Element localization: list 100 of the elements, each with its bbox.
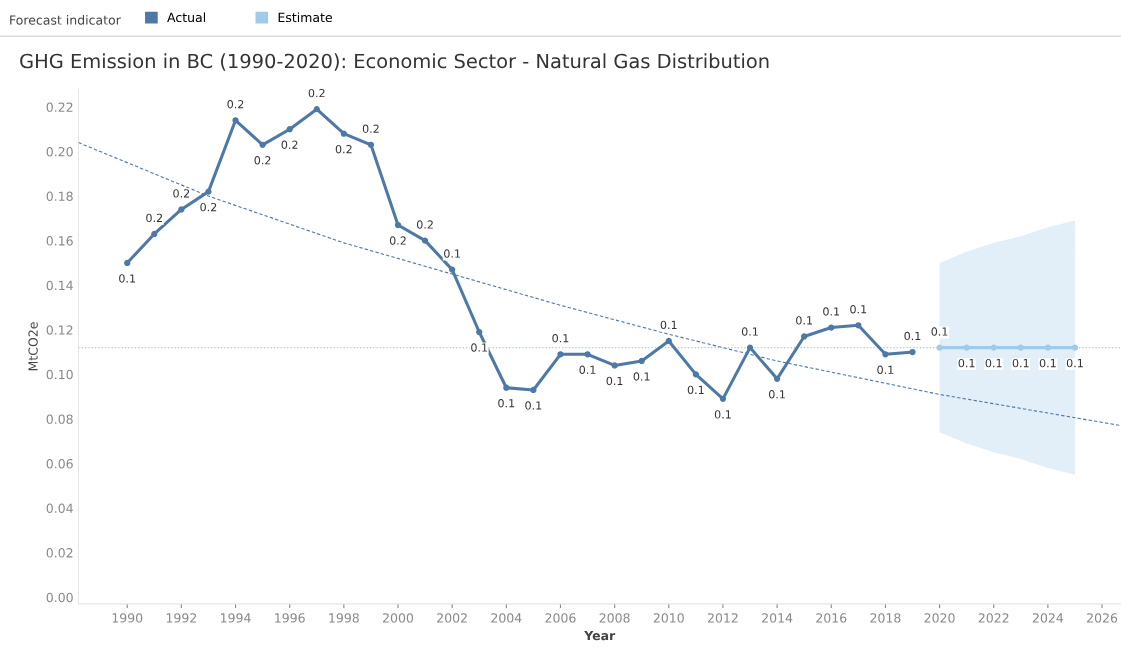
point [178,206,185,213]
point [259,141,266,148]
x-tick-label: 2024 [1032,613,1064,623]
point [638,357,645,365]
x-tick-label: 2012 [707,613,738,623]
y-tick-label: 0.00 [46,592,73,603]
point [746,344,754,351]
data-label: 0.1 [904,331,921,341]
data-label: 0.1 [552,334,569,343]
point [882,351,889,358]
point [394,221,402,229]
data-label: 0.2 [254,156,271,165]
point [909,348,916,356]
x-tick-label: 2006 [545,613,576,623]
data-label: 0.1 [958,358,975,368]
point [232,117,239,124]
data-label: 0.2 [200,202,217,212]
chart-title: GHG Emission in BC (1990-2020): Economic Sector - Natural Gas Distribution [20,53,769,71]
point [1044,344,1052,351]
data-label: 0.2 [146,213,163,223]
y-tick-label: 0.08 [46,414,73,424]
data-label: 0.1 [498,399,515,408]
x-tick-label: 1992 [166,613,197,623]
point [692,371,699,378]
data-label: 0.1 [823,307,840,316]
data-label: 0.1 [741,327,758,336]
point [340,130,347,137]
data-label: 0.1 [687,385,704,395]
y-tick-label: 0.22 [46,102,73,112]
y-axis-title: MtCO2e [28,322,38,371]
point [828,324,835,331]
point [151,230,158,238]
data-label: 0.2 [227,100,244,109]
legend-label: Estimate [278,12,332,23]
data-label: 0.1 [985,358,1002,368]
point [1071,344,1079,351]
point [367,141,375,148]
x-tick-label: 1990 [112,613,143,623]
point [503,384,510,391]
data-label: 0.2 [308,88,325,98]
data-label: 0.1 [877,365,894,375]
x-tick-label: 2026 [1087,613,1118,623]
point [855,322,862,329]
data-label: 0.1 [1039,358,1056,368]
y-tick-label: 0.12 [46,325,73,335]
data-label: 0.1 [525,401,542,410]
data-label: 0.1 [579,365,596,375]
legend-title: Forecast indicator [10,15,121,25]
data-label: 0.1 [714,410,731,419]
data-label: 0.2 [416,220,433,229]
data-label: 0.2 [362,124,379,133]
point [963,344,970,351]
x-tick-label: 2022 [978,613,1009,623]
legend-label: Actual [167,12,206,23]
point [773,375,781,382]
x-tick-label: 2000 [383,613,414,623]
data-label: 0.1 [471,343,488,352]
x-tick-label: 2002 [437,613,467,623]
data-label: 0.1 [660,320,677,330]
x-axis-title: Year [584,630,616,641]
point [205,188,212,195]
point [584,351,591,358]
x-tick-label: 2010 [653,613,684,623]
y-tick-label: 0.18 [46,191,73,201]
y-tick-label: 0.02 [46,548,73,558]
data-label: 0.1 [850,305,867,314]
x-tick-label: 1998 [329,613,359,623]
data-label: 0.1 [1066,358,1083,368]
y-tick-label: 0.10 [46,369,73,380]
data-label: 0.2 [389,236,406,245]
data-label: 0.1 [931,327,948,336]
y-tick-label: 0.04 [46,503,73,513]
y-tick-label: 0.20 [46,146,73,157]
x-tick-label: 2014 [762,613,793,623]
data-label: 0.1 [119,274,136,283]
data-label: 0.2 [173,189,190,198]
data-label: 0.1 [796,316,812,325]
x-tick-label: 2004 [491,613,522,623]
data-label: 0.1 [633,372,650,381]
data-label: 0.1 [444,249,460,258]
point [990,344,997,351]
x-tick-label: 1994 [220,613,251,623]
point [611,362,618,369]
point [719,395,727,402]
x-tick-label: 2016 [816,613,847,623]
point [286,126,293,133]
x-tick-label: 2008 [599,613,630,623]
point [530,386,537,394]
x-tick-label: 1996 [275,613,305,623]
data-label: 0.1 [1012,358,1029,368]
data-label: 0.2 [335,144,352,154]
point [1017,344,1024,351]
point [476,328,483,336]
x-tick-label: 2018 [870,613,901,623]
point [449,266,456,273]
data-label: 0.2 [281,140,298,149]
data-label: 0.1 [769,390,785,399]
point [557,351,564,358]
y-tick-label: 0.14 [46,280,73,291]
y-tick-label: 0.06 [46,458,73,469]
